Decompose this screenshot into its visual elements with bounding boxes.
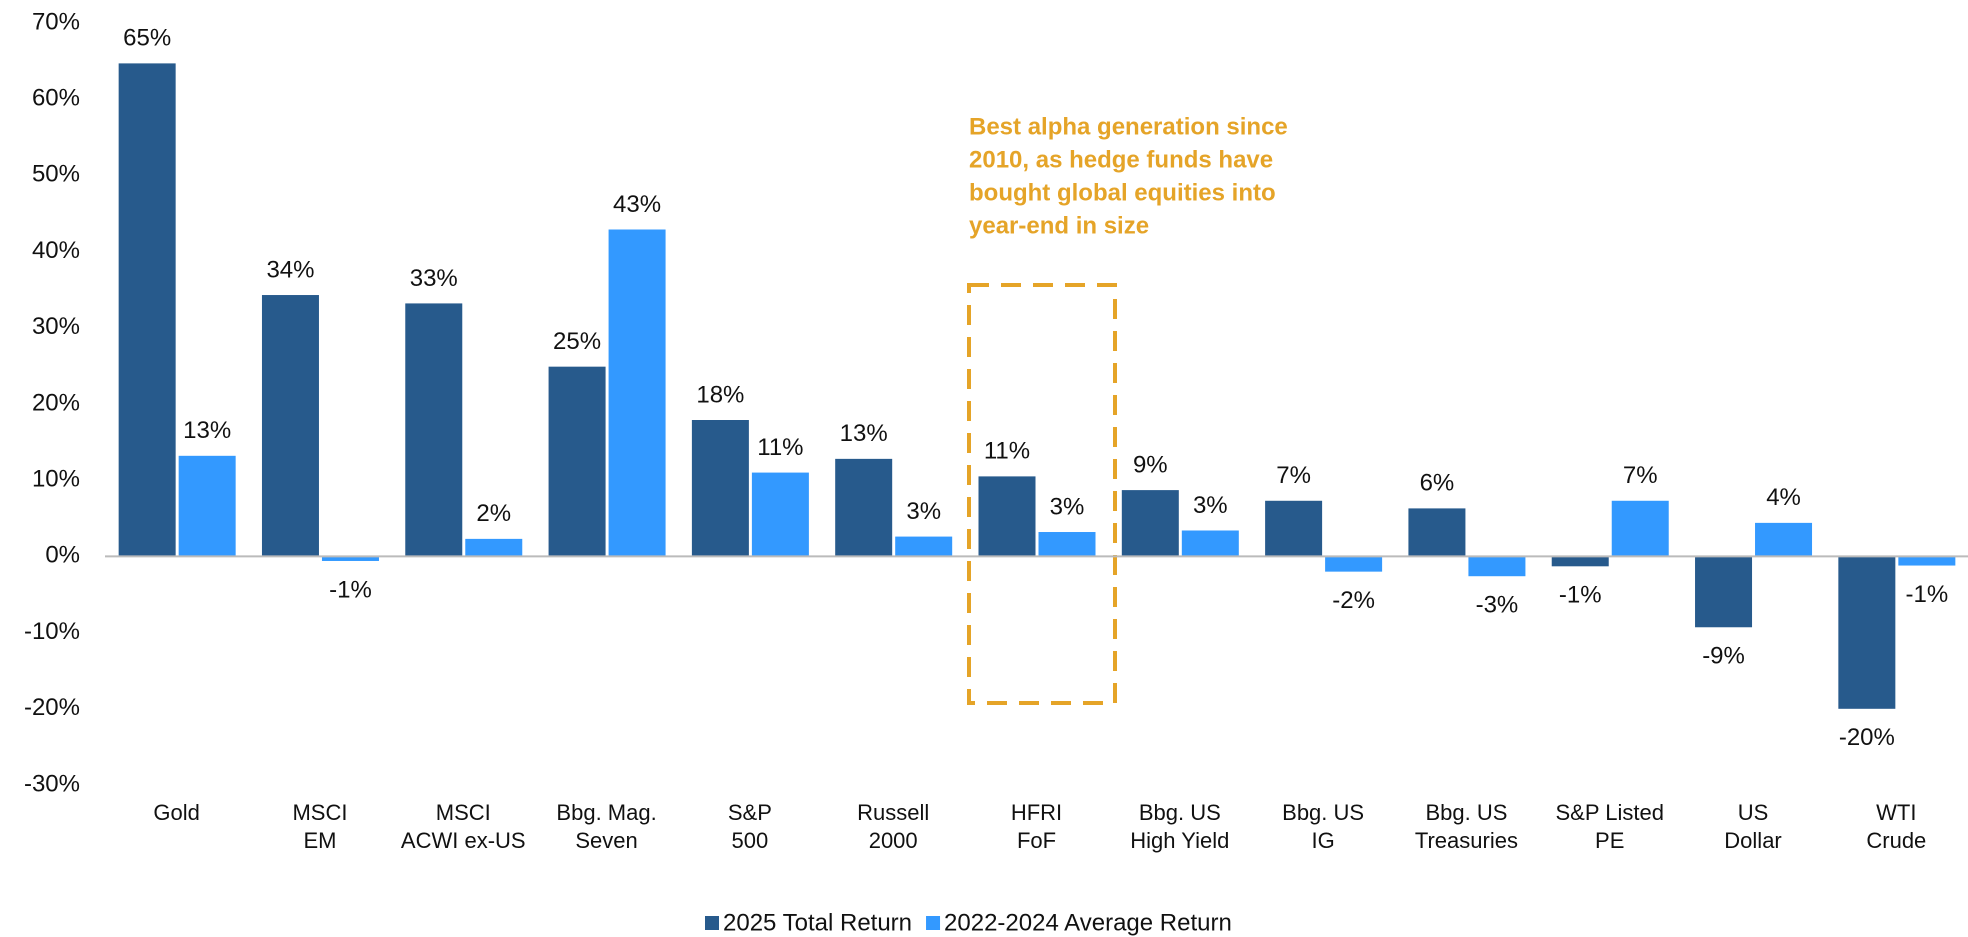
x-tick-label: Bbg. US [1282, 800, 1364, 825]
x-tick-label: Russell [857, 800, 929, 825]
x-tick-label: US [1738, 800, 1769, 825]
x-tick-label: Crude [1866, 828, 1926, 853]
x-tick-label: 500 [732, 828, 769, 853]
y-tick-label: 20% [32, 389, 80, 416]
value-label: 4% [1766, 484, 1801, 511]
value-label: 18% [696, 381, 744, 408]
bar [1325, 556, 1383, 572]
bar [691, 420, 749, 557]
bar [178, 455, 236, 557]
x-tick-label: HFRI [1011, 800, 1062, 825]
bar [548, 366, 606, 557]
annotation-box [967, 283, 1117, 705]
x-tick-label: WTI [1876, 800, 1916, 825]
x-tick-label: MSCI [292, 800, 347, 825]
x-tick-label: Bbg. Mag. [556, 800, 656, 825]
value-label: -2% [1332, 587, 1375, 614]
bar [895, 536, 953, 557]
bar [608, 229, 666, 557]
annotation: year-end in size [969, 212, 1149, 239]
x-tick-label: Seven [575, 828, 637, 853]
value-label: 7% [1276, 462, 1311, 489]
value-label: 13% [183, 417, 231, 444]
y-tick-label: 40% [32, 237, 80, 264]
x-tick-label: Bbg. US [1139, 800, 1221, 825]
bar [1181, 530, 1239, 557]
annotation: bought global equities into [969, 179, 1276, 206]
x-tick-label: IG [1311, 828, 1334, 853]
value-label: 9% [1133, 451, 1168, 478]
value-label: 34% [266, 256, 314, 283]
y-tick-label: -20% [24, 694, 80, 721]
value-label: 13% [840, 420, 888, 447]
value-label: 3% [1193, 492, 1228, 519]
bar [978, 476, 1036, 557]
x-tick-label: PE [1595, 828, 1624, 853]
y-tick-label: 10% [32, 466, 80, 493]
y-tick-label: -30% [24, 770, 80, 797]
value-label: -1% [1559, 582, 1602, 609]
value-label: 11% [984, 438, 1030, 465]
y-tick-label: 30% [32, 313, 80, 340]
legend-label: 2025 Total Return [723, 909, 912, 936]
value-label: 33% [410, 265, 458, 292]
bar [1551, 556, 1609, 567]
value-label: 25% [553, 328, 601, 355]
x-tick-label: Dollar [1724, 828, 1781, 853]
y-tick-label: 0% [45, 542, 80, 569]
bar [1838, 556, 1896, 709]
bar [261, 295, 319, 557]
value-label: 6% [1420, 470, 1455, 497]
bar [1755, 522, 1813, 557]
x-tick-label: Bbg. US [1425, 800, 1507, 825]
bar [405, 303, 463, 557]
bar [465, 538, 523, 557]
bar [118, 63, 176, 557]
x-tick-label: FoF [1017, 828, 1056, 853]
bar [751, 472, 809, 557]
bar [1038, 532, 1096, 557]
x-tick-label: Gold [153, 800, 199, 825]
value-label: 3% [1050, 493, 1085, 520]
legend-swatch [705, 916, 719, 930]
annotation: 2010, as hedge funds have [969, 146, 1273, 173]
bar [1408, 508, 1466, 557]
value-label: 11% [757, 434, 803, 461]
y-tick-label: 60% [32, 85, 80, 112]
value-label: 2% [476, 500, 511, 527]
value-label: 65% [123, 25, 171, 52]
legend-swatch [926, 916, 941, 930]
bar [1611, 500, 1669, 557]
bar [1121, 490, 1179, 557]
value-label: -3% [1476, 592, 1519, 619]
value-label: 3% [906, 498, 941, 525]
y-tick-label: 70% [32, 8, 80, 35]
bar [835, 458, 893, 557]
x-tick-label: S&P Listed [1556, 800, 1664, 825]
value-label: -1% [329, 576, 372, 603]
bar [1898, 556, 1956, 566]
value-label: 7% [1623, 462, 1658, 489]
value-label: -1% [1906, 581, 1949, 608]
bar [1468, 556, 1526, 577]
x-tick-label: High Yield [1130, 828, 1229, 853]
value-label: -20% [1839, 724, 1895, 751]
x-tick-label: MSCI [436, 800, 491, 825]
x-tick-label: S&P [728, 800, 772, 825]
bar [1265, 500, 1323, 557]
x-tick-label: ACWI ex-US [401, 828, 526, 853]
x-tick-label: EM [303, 828, 336, 853]
x-tick-label: Treasuries [1415, 828, 1518, 853]
bar [1695, 556, 1753, 628]
y-tick-label: 50% [32, 161, 80, 188]
x-tick-label: 2000 [869, 828, 918, 853]
annotation: Best alpha generation since [969, 113, 1288, 140]
value-label: -9% [1702, 643, 1745, 670]
legend-label: 2022-2024 Average Return [944, 909, 1232, 936]
bar [321, 556, 379, 561]
value-label: 43% [613, 191, 661, 218]
y-tick-label: -10% [24, 618, 80, 645]
